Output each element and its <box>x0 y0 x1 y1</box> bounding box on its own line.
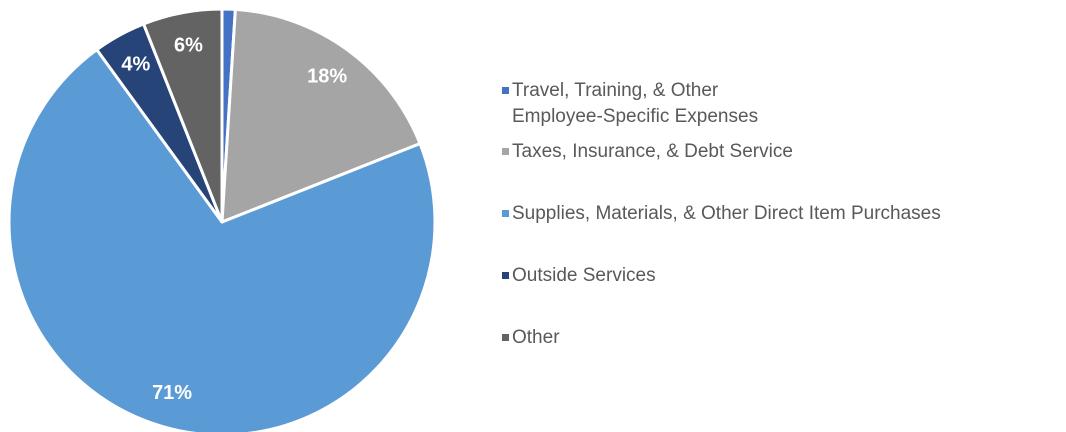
pie-slice <box>7 48 437 432</box>
data-label: 4% <box>121 53 150 75</box>
legend-swatch <box>502 334 509 341</box>
legend-swatch <box>502 87 509 94</box>
legend-label: Travel, Training, & Other Employee-Speci… <box>512 80 759 127</box>
data-label: 18% <box>307 66 347 88</box>
data-label: 6% <box>174 35 203 57</box>
legend-item: Other <box>500 325 1060 351</box>
legend-swatch <box>502 272 509 279</box>
legend: Travel, Training, & Other Employee-Speci… <box>500 78 1060 387</box>
pie-slice <box>142 7 224 224</box>
legend-label: Taxes, Insurance, & Debt Service <box>512 141 793 162</box>
legend-label: Other <box>512 327 560 348</box>
legend-item: Taxes, Insurance, & Debt Service <box>500 139 1060 165</box>
pie-slice <box>220 7 422 224</box>
data-label: 71% <box>152 382 192 404</box>
legend-item: Travel, Training, & Other Employee-Speci… <box>500 78 812 130</box>
legend-label: Outside Services <box>512 265 656 286</box>
legend-item: Supplies, Materials, & Other Direct Item… <box>500 201 1060 227</box>
legend-item: Outside Services <box>500 263 1060 289</box>
legend-label: Supplies, Materials, & Other Direct Item… <box>512 203 941 224</box>
legend-swatch <box>502 148 509 155</box>
legend-swatch <box>502 210 509 217</box>
